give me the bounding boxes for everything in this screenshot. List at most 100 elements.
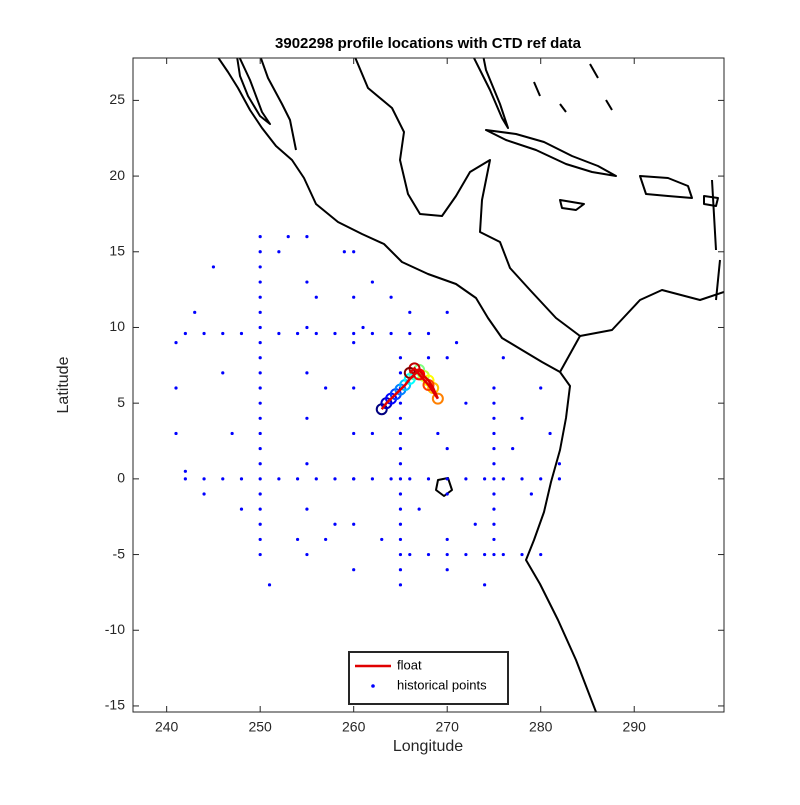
y-tick-label: -5 [113, 545, 126, 561]
historical-point [183, 469, 187, 473]
historical-point [258, 522, 262, 526]
historical-point [398, 522, 403, 526]
x-tick-label: 260 [342, 719, 366, 735]
historical-point [370, 280, 374, 284]
historical-point [193, 310, 197, 314]
x-tick-label: 280 [529, 719, 553, 735]
historical-point [445, 477, 449, 481]
coastline [236, 58, 271, 125]
historical-point [398, 568, 403, 572]
historical-point [258, 492, 262, 496]
historical-point [342, 250, 346, 254]
coastline [559, 335, 581, 373]
historical-point [380, 537, 384, 542]
legend: float historical points [348, 651, 509, 705]
historical-point [492, 552, 496, 557]
historical-point [295, 477, 300, 481]
historical-point [258, 552, 262, 557]
historical-point [389, 477, 393, 481]
historical-point [258, 250, 262, 254]
x-tick-label: 250 [248, 719, 272, 735]
historical-point [426, 331, 431, 336]
x-tick-label: 290 [623, 719, 647, 735]
historical-point [305, 552, 309, 557]
historical-point [305, 280, 309, 284]
historical-point [258, 310, 262, 314]
historical-point [445, 537, 449, 542]
historical-point [492, 446, 496, 451]
historical-point [398, 492, 403, 496]
historical-point [258, 295, 262, 299]
historical-point [333, 331, 337, 336]
y-tick-label: 15 [109, 242, 125, 258]
historical-point [426, 356, 431, 360]
coastline [559, 199, 585, 211]
historical-point [445, 356, 449, 360]
x-axis-label: Longitude [393, 738, 463, 755]
historical-point [174, 341, 178, 345]
historical-point [398, 401, 403, 405]
historical-point [239, 507, 244, 511]
profile-marker [431, 392, 444, 405]
historical-point [258, 325, 262, 330]
historical-point [445, 310, 449, 314]
historical-point [398, 507, 403, 511]
historical-point [483, 477, 487, 481]
historical-point [277, 477, 281, 481]
historical-point [539, 386, 543, 390]
historical-point [492, 522, 496, 526]
historical-point [389, 295, 393, 299]
legend-box [348, 651, 509, 705]
historical-point [305, 325, 309, 330]
historical-point [501, 477, 505, 481]
legend-swatch [371, 684, 375, 688]
historical-point [398, 446, 403, 451]
historical-point [258, 462, 262, 466]
historical-point [492, 507, 496, 511]
historical-point [548, 431, 552, 436]
historical-point [501, 356, 505, 360]
historical-point [520, 416, 524, 420]
y-tick-label: 0 [117, 470, 125, 486]
historical-point [258, 356, 262, 360]
historical-point [436, 431, 440, 436]
historical-point [454, 341, 459, 345]
y-tick-label: -10 [105, 621, 125, 637]
coastline [472, 58, 509, 129]
historical-point [258, 341, 262, 345]
historical-point [492, 477, 496, 481]
historical-point [539, 552, 543, 557]
historical-point [286, 235, 290, 239]
coastline [639, 175, 693, 199]
historical-point [398, 416, 403, 420]
historical-point [417, 507, 421, 511]
historical-point [557, 477, 562, 481]
historical-point [408, 552, 412, 557]
chart-title: 3902298 profile locations with CTD ref d… [275, 35, 582, 52]
historical-point [426, 477, 431, 481]
historical-point [202, 492, 206, 496]
historical-point [221, 331, 225, 336]
historical-point [258, 431, 262, 436]
historical-point [398, 356, 403, 360]
historical-point [183, 331, 187, 336]
historical-point [305, 371, 309, 375]
historical-point [352, 386, 356, 390]
historical-point [211, 265, 216, 269]
historical-point [258, 280, 262, 284]
historical-point [492, 492, 496, 496]
historical-point [333, 522, 337, 526]
historical-point [258, 507, 262, 511]
historical-point [389, 331, 393, 336]
historical-point [501, 552, 505, 557]
historical-point [305, 507, 309, 511]
historical-point [183, 477, 187, 481]
historical-point [408, 331, 412, 336]
historical-point [539, 477, 543, 481]
historical-point [445, 552, 449, 557]
x-tick-label: 270 [436, 719, 460, 735]
historical-point [258, 416, 262, 420]
legend-label: float [397, 657, 422, 672]
historical-point [426, 552, 431, 557]
historical-point [445, 568, 449, 572]
